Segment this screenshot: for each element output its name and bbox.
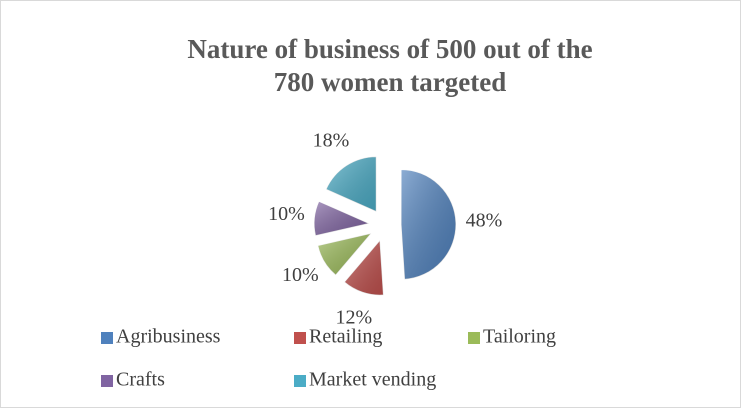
data-label: 18% <box>313 130 350 152</box>
legend-label: Tailoring <box>483 326 556 348</box>
chart-title: Nature of business of 500 out of the 780 … <box>187 34 592 97</box>
slice-shade <box>314 201 370 236</box>
legend-marker <box>101 332 113 344</box>
legend-marker <box>294 332 306 344</box>
slice-shade <box>317 233 372 276</box>
slice-shade <box>344 240 384 296</box>
data-label: 10% <box>282 264 319 286</box>
data-label: 48% <box>466 209 503 231</box>
slice-shade <box>400 169 456 280</box>
data-label: 10% <box>268 203 305 225</box>
legend-marker <box>468 332 480 344</box>
legend-label: Market vending <box>309 369 436 391</box>
legend-label: Retailing <box>309 326 382 348</box>
legend-label: Crafts <box>116 369 165 391</box>
slice-shade <box>325 156 377 212</box>
legend-marker <box>101 375 113 387</box>
data-label: 12% <box>335 307 372 329</box>
legend-marker <box>294 375 306 387</box>
legend-label: Agribusiness <box>116 326 221 348</box>
